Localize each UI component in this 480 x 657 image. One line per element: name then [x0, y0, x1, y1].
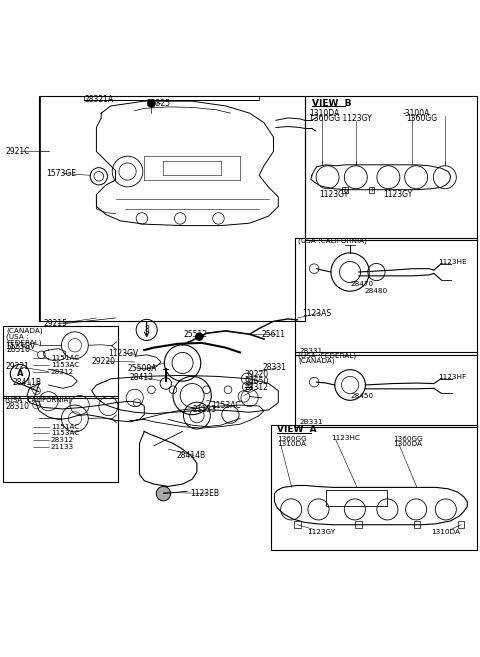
Circle shape — [148, 100, 156, 107]
Text: 1153AC: 1153AC — [51, 430, 79, 436]
Text: 28413: 28413 — [130, 373, 154, 382]
Text: 8: 8 — [144, 325, 149, 334]
Bar — [39, 97, 305, 321]
Text: 28310: 28310 — [6, 345, 30, 354]
Bar — [305, 97, 477, 240]
Text: 21133: 21133 — [192, 405, 216, 415]
Circle shape — [156, 486, 170, 501]
Text: 25512: 25512 — [183, 330, 207, 339]
Text: (USA :CALIFORNIA): (USA :CALIFORNIA) — [299, 238, 367, 244]
Text: 28310: 28310 — [5, 403, 29, 411]
Bar — [3, 396, 118, 482]
Bar — [414, 522, 420, 528]
Text: VIEW  B: VIEW B — [312, 99, 351, 108]
Text: 1153AC: 1153AC — [51, 362, 79, 368]
Text: 39220: 39220 — [245, 370, 269, 379]
Text: (USA :: (USA : — [6, 333, 29, 340]
Bar — [271, 425, 477, 550]
Bar — [326, 490, 387, 506]
Bar — [355, 522, 362, 528]
Bar — [369, 187, 374, 193]
Text: 1360GG: 1360GG — [407, 114, 438, 124]
Text: -3100A: -3100A — [403, 108, 430, 118]
Circle shape — [195, 333, 203, 340]
Text: 28411B: 28411B — [12, 378, 42, 386]
Text: 1360GG: 1360GG — [393, 436, 423, 442]
Text: 1360GG: 1360GG — [277, 436, 307, 442]
Text: 1153AC: 1153AC — [211, 401, 241, 409]
Text: 1123GY: 1123GY — [307, 529, 335, 535]
Text: 1151AC: 1151AC — [51, 355, 79, 361]
Text: 1123GY: 1123GY — [319, 190, 348, 199]
Bar — [458, 522, 465, 528]
Text: 1123EB: 1123EB — [190, 489, 219, 498]
Text: 28312: 28312 — [51, 369, 74, 374]
Text: 28321A: 28321A — [84, 95, 114, 104]
Text: 28331: 28331 — [300, 348, 323, 355]
Text: 1123HF: 1123HF — [439, 374, 467, 380]
Text: 28331: 28331 — [263, 363, 287, 373]
Text: (USA :FEDERAL): (USA :FEDERAL) — [299, 353, 357, 359]
Text: 1123AS: 1123AS — [302, 309, 331, 318]
Bar — [294, 522, 301, 528]
Text: 2B331: 2B331 — [300, 419, 324, 425]
Bar — [295, 238, 477, 355]
Text: A: A — [17, 369, 23, 378]
Text: VIEW  A: VIEW A — [277, 426, 317, 434]
Text: 29220: 29220 — [92, 357, 116, 365]
Text: 21133: 21133 — [51, 443, 74, 450]
Text: FEDERAL): FEDERAL) — [6, 339, 42, 346]
Text: 28312: 28312 — [245, 383, 269, 392]
Text: 25611: 25611 — [262, 330, 286, 339]
Text: 29221: 29221 — [5, 362, 29, 371]
Bar — [3, 326, 118, 398]
Text: 1123GY: 1123GY — [384, 190, 413, 199]
Text: 2921C: 2921C — [5, 147, 30, 156]
Bar — [342, 187, 348, 193]
Text: 1310DA: 1310DA — [432, 529, 460, 535]
Bar — [295, 352, 477, 426]
Text: 1123GV: 1123GV — [108, 349, 139, 358]
Text: 1123GV: 1123GV — [5, 342, 36, 351]
Text: (CANADA): (CANADA) — [6, 328, 43, 334]
Text: 1123HC: 1123HC — [331, 435, 360, 441]
Text: 28414B: 28414B — [177, 451, 206, 460]
Text: 28480: 28480 — [364, 288, 387, 294]
Text: (CANADA): (CANADA) — [299, 358, 335, 364]
Text: (USA :CALIFORNIA): (USA :CALIFORNIA) — [4, 396, 71, 403]
Text: 1310DA: 1310DA — [310, 108, 340, 118]
Text: 1123HE: 1123HE — [439, 260, 467, 265]
Text: 25500A: 25500A — [128, 364, 157, 373]
Text: 1360GG 1123GY: 1360GG 1123GY — [310, 114, 372, 124]
Text: 1573GE: 1573GE — [46, 169, 76, 178]
Text: 94650: 94650 — [245, 376, 269, 386]
Text: 28325: 28325 — [147, 99, 171, 108]
Text: 1151AC: 1151AC — [51, 424, 79, 430]
Text: 28312: 28312 — [51, 437, 74, 443]
Text: 28470: 28470 — [350, 281, 373, 288]
Text: 29215: 29215 — [44, 319, 68, 328]
Text: 1300DA: 1300DA — [393, 442, 422, 447]
Text: 1310DA: 1310DA — [277, 442, 306, 447]
Text: 28450: 28450 — [350, 394, 373, 399]
